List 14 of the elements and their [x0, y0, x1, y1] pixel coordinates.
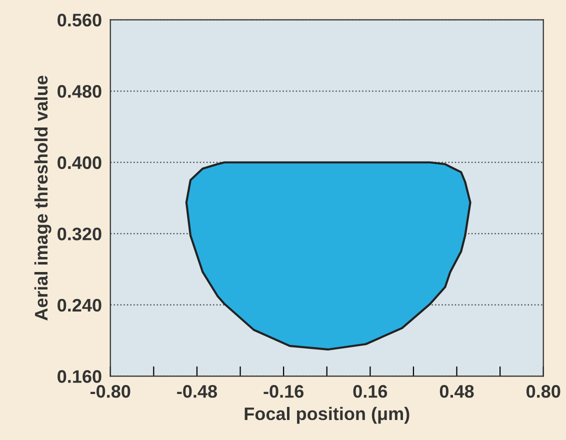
y-axis-title: Aerial image threshold value [34, 76, 52, 320]
y-tick-label: 0.480 [58, 85, 102, 98]
x-tick-label: -0.16 [264, 385, 304, 398]
y-tick-label: 0.160 [58, 370, 102, 383]
x-tick-label: 0.48 [440, 385, 474, 398]
x-tick-label: 0.16 [353, 385, 388, 398]
y-tick-label: 0.320 [58, 228, 102, 240]
y-tick-label: 0.240 [58, 298, 102, 312]
x-tick-label: -0.48 [177, 385, 217, 398]
y-tick-label: 0.400 [58, 156, 102, 170]
x-tick-label: -0.80 [90, 385, 130, 398]
x-axis-title: Focal position (μm) [244, 406, 410, 424]
y-tick-label: 0.560 [58, 14, 102, 27]
x-tick-label: 0.80 [526, 385, 560, 398]
